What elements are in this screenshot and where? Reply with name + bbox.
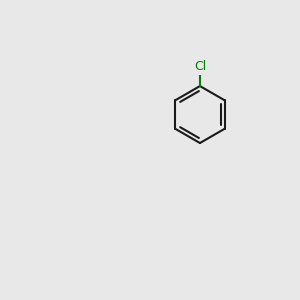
Text: Cl: Cl (194, 60, 206, 73)
